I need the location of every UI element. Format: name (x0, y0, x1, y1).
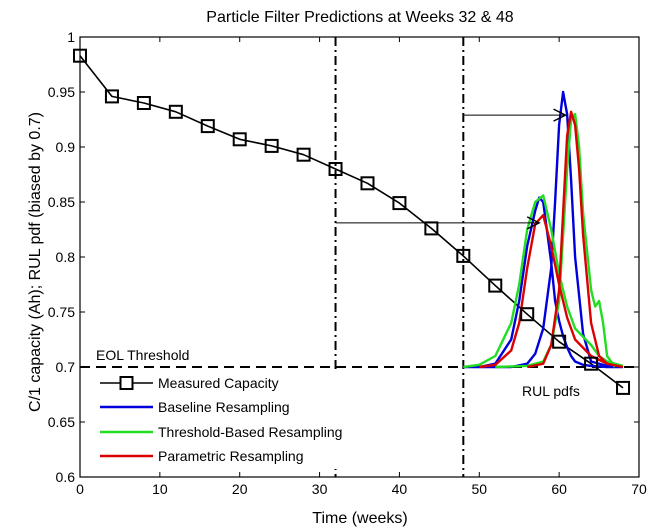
x-tick-label: 30 (312, 481, 328, 497)
capacity-point (392, 196, 407, 211)
x-tick-label: 20 (232, 481, 248, 497)
legend-label: Threshold-Based Resampling (158, 424, 342, 440)
capacity-point (136, 96, 151, 110)
rul-arrow-head (526, 216, 541, 230)
capacity-point (200, 119, 215, 134)
legend-box (88, 369, 368, 469)
x-tick-label: 70 (631, 481, 647, 497)
marker-group (73, 48, 631, 395)
x-tick-label: 50 (471, 481, 487, 497)
x-tick-label: 10 (152, 481, 168, 497)
y-tick-label: 0.65 (48, 414, 75, 430)
y-tick-label: 0.75 (48, 304, 75, 320)
arrow-group (335, 108, 568, 230)
y-tick-label: 0.9 (56, 139, 76, 155)
legend: Measured Capacity Baseline Resampling Thre… (88, 369, 368, 469)
series-line-parametric-resampling (479, 110, 624, 369)
chart-title: Particle Filter Predictions at Weeks 32 … (206, 9, 513, 26)
eol-threshold-label: EOL Threshold (96, 347, 189, 363)
legend-marker (119, 376, 134, 390)
y-tick-label: 0.7 (56, 359, 76, 375)
y-tick-label: 1 (67, 29, 75, 45)
x-tick-label: 60 (551, 481, 567, 497)
capacity-point (104, 89, 119, 104)
capacity-point (232, 132, 247, 147)
axes-group: 0 10 20 30 40 50 60 70 0.6 0.65 0.7 0.75 0.8 0.85 0.9 0… (48, 29, 647, 497)
rul-arrow-head (553, 108, 568, 122)
capacity-point (328, 162, 343, 176)
y-axis-label: C/1 capacity (Ah); RUL pdf (biased by 0.… (27, 112, 44, 412)
capacity-point (168, 104, 183, 119)
x-tick-label: 0 (76, 481, 84, 497)
capacity-point (488, 278, 503, 293)
series-group (79, 55, 624, 389)
y-tick-label: 0.6 (56, 469, 76, 485)
capacity-point (616, 380, 631, 395)
x-tick-label: 40 (392, 481, 408, 497)
y-tick-label: 0.95 (48, 84, 75, 100)
capacity-point (456, 248, 471, 263)
y-tick-label: 0.8 (56, 249, 76, 265)
capacity-point (552, 334, 567, 349)
series-line-measured-capacity (79, 55, 624, 389)
capacity-point (264, 138, 279, 153)
legend-label: Measured Capacity (158, 375, 279, 391)
x-axis-label: Time (weeks) (312, 510, 407, 527)
rul-pdfs-label: RUL pdfs (522, 383, 580, 399)
capacity-point (360, 176, 375, 191)
series-line-baseline-resampling (463, 90, 624, 369)
y-tick-label: 0.85 (48, 194, 75, 210)
legend-label: Parametric Resampling (158, 448, 304, 464)
capacity-point (584, 356, 599, 371)
capacity-point (296, 147, 311, 162)
capacity-point (520, 307, 535, 322)
legend-label: Baseline Resampling (158, 399, 290, 415)
